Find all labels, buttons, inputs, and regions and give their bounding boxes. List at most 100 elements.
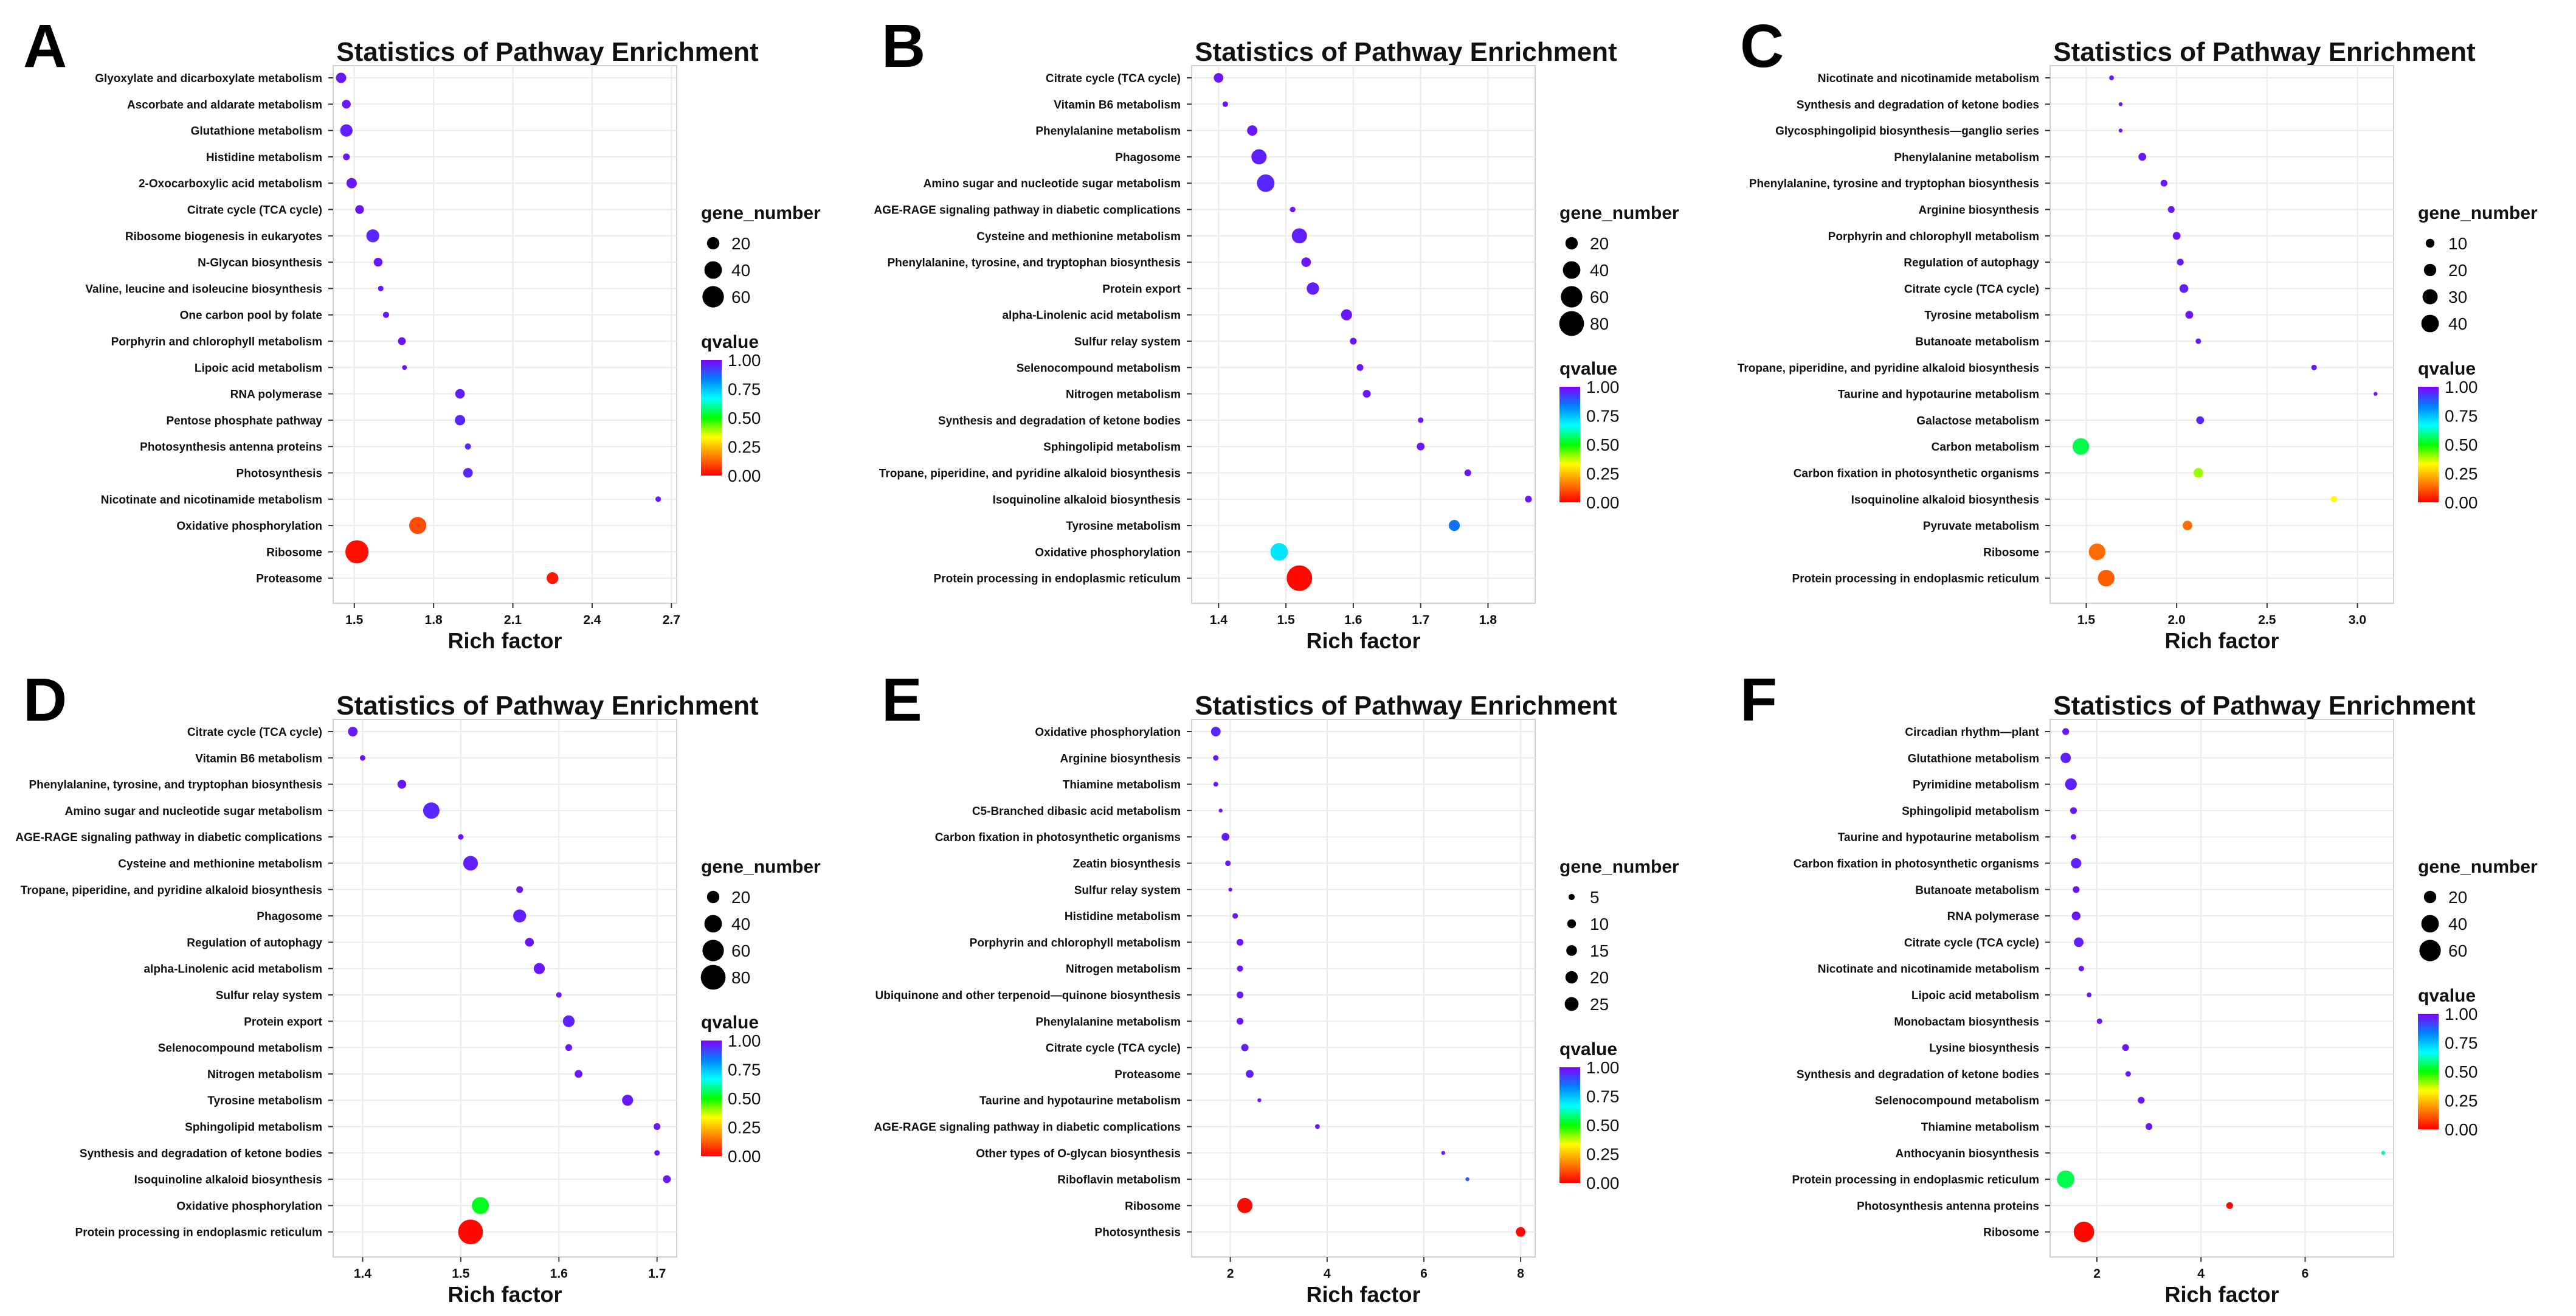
pathway-label: Lipoic acid metabolism xyxy=(195,362,322,375)
data-point xyxy=(1246,1070,1254,1078)
data-point xyxy=(547,572,559,584)
data-point xyxy=(2087,992,2092,997)
chart-title: Statistics of Pathway Enrichment xyxy=(336,691,759,721)
colorbar-label: 1.00 xyxy=(1586,378,1620,397)
data-point xyxy=(458,1219,483,1245)
pathway-label: Butanoate metabolism xyxy=(1915,336,2039,348)
data-point xyxy=(1418,417,1424,423)
data-point xyxy=(345,540,369,564)
data-point xyxy=(2065,778,2077,791)
pathway-label: Nitrogen metabolism xyxy=(1066,963,1181,976)
data-point xyxy=(2074,937,2084,947)
x-tick-label: 2 xyxy=(2093,1267,2101,1281)
size-legend-dot xyxy=(1567,919,1576,929)
size-legend-dot xyxy=(1564,997,1579,1011)
data-point xyxy=(1417,442,1425,451)
colorbar-label: 0.50 xyxy=(2445,435,2478,454)
pathway-label: Protein export xyxy=(1102,283,1181,296)
data-point xyxy=(2381,1151,2386,1155)
data-point xyxy=(2088,543,2105,561)
pathway-label: Phenylalanine metabolism xyxy=(1035,1016,1181,1028)
pathway-label: Photosynthesis xyxy=(1095,1227,1181,1239)
pathway-label: Tyrosine metabolism xyxy=(1924,310,2039,322)
x-tick-label: 1.5 xyxy=(2077,613,2096,627)
pathway-label: Citrate cycle (TCA cycle) xyxy=(1046,1042,1181,1055)
pathway-label: Riboflavin metabolism xyxy=(1057,1174,1181,1186)
data-point xyxy=(1241,1044,1249,1051)
data-point xyxy=(1448,519,1460,532)
pathway-label: Oxidative phosphorylation xyxy=(1035,726,1181,739)
chart-title: Statistics of Pathway Enrichment xyxy=(2053,37,2476,67)
data-point xyxy=(1314,1124,1320,1129)
data-point xyxy=(2078,966,2084,972)
data-point xyxy=(2196,416,2205,424)
panel-d: D Statistics of Pathway Enrichment 1.4 1.5 1… xyxy=(15,666,821,1307)
x-axis-label: Rich factor xyxy=(2164,1282,2279,1307)
colorbar-label: 0.25 xyxy=(728,1118,761,1137)
pathway-label: Sulfur relay system xyxy=(1074,884,1181,897)
plot-area xyxy=(2049,719,2394,1258)
data-point xyxy=(533,963,545,974)
data-point xyxy=(1218,808,1223,813)
colorbar-label: 0.25 xyxy=(1586,465,1620,483)
size-legend-label: 40 xyxy=(2448,915,2467,933)
data-point xyxy=(2071,911,2081,921)
color-legend-title: qvalue xyxy=(1559,1039,1617,1059)
pathway-label: Monobactam biosynthesis xyxy=(1894,1016,2039,1028)
pathway-label: Nitrogen metabolism xyxy=(207,1068,322,1081)
size-legend-dot xyxy=(1568,893,1575,901)
pathway-label: Phenylalanine metabolism xyxy=(1035,125,1181,138)
size-legend-dot xyxy=(1566,945,1577,956)
data-point xyxy=(2060,752,2071,763)
panel-letter: F xyxy=(1740,666,1777,734)
pathway-label: Isoquinoline alkaloid biosynthesis xyxy=(993,494,1181,507)
x-tick-label: 1.5 xyxy=(1277,613,1295,627)
pathway-label: Oxidative phosphorylation xyxy=(176,520,322,533)
data-point xyxy=(2330,496,2337,502)
data-point xyxy=(1290,206,1296,213)
pathway-label: Amino sugar and nucleotide sugar metabol… xyxy=(65,805,322,818)
size-legend-dot xyxy=(706,890,720,904)
pathway-label: Phenylalanine, tyrosine, and tryptophan … xyxy=(888,257,1181,269)
pathway-label: Vitamin B6 metabolism xyxy=(195,752,322,765)
x-tick-label: 1.8 xyxy=(1479,613,1497,627)
colorbar-label: 1.00 xyxy=(2445,378,2478,397)
data-point xyxy=(464,443,471,450)
size-legend-dot xyxy=(2423,263,2437,277)
data-point xyxy=(402,365,407,370)
pathway-label: Tropane, piperidine, and pyridine alkalo… xyxy=(21,884,322,897)
size-legend-dot xyxy=(1565,237,1578,250)
data-point xyxy=(409,517,427,535)
colorbar-label: 0.50 xyxy=(728,409,761,428)
pathway-label: Arginine biosynthesis xyxy=(1060,752,1181,765)
x-tick-label: 1.5 xyxy=(452,1267,470,1281)
size-legend-dot xyxy=(702,286,724,308)
data-point xyxy=(2073,886,2080,893)
data-point xyxy=(525,938,534,947)
data-point xyxy=(1213,781,1218,787)
size-legend-label: 80 xyxy=(731,968,750,987)
pathway-label: Anthocyanin biosynthesis xyxy=(1896,1148,2039,1160)
pathway-label: RNA polymerase xyxy=(230,389,322,401)
data-point xyxy=(2226,1202,2233,1209)
colorbar-label: 0.00 xyxy=(1586,1174,1620,1193)
colorbar-label: 0.00 xyxy=(2445,1120,2478,1139)
pathway-label: Taurine and hypotaurine metabolism xyxy=(979,1095,1181,1107)
pathway-label: Carbon fixation in photosynthetic organi… xyxy=(935,831,1181,844)
size-legend-label: 40 xyxy=(731,915,750,933)
pathway-label: Tyrosine metabolism xyxy=(1066,520,1181,533)
data-point xyxy=(2073,1221,2094,1242)
x-axis-label: Rich factor xyxy=(2164,628,2279,653)
pathway-label: Pyruvate metabolism xyxy=(1923,520,2039,533)
pathway-label: Photosynthesis antenna proteins xyxy=(140,441,322,454)
pathway-label: Photosynthesis xyxy=(237,468,322,480)
data-point xyxy=(663,1175,671,1183)
size-legend-label: 30 xyxy=(2448,288,2467,306)
size-legend-label: 20 xyxy=(731,234,750,253)
data-point xyxy=(2122,1044,2129,1051)
data-point xyxy=(654,1123,661,1131)
data-point xyxy=(1225,860,1231,867)
pathway-label: Porphyrin and chlorophyll metabolism xyxy=(111,336,322,348)
colorbar-label: 1.00 xyxy=(728,351,761,370)
